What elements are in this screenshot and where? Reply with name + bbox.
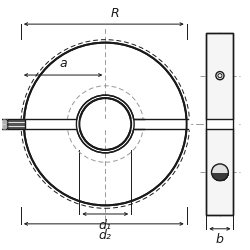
Text: b: b	[216, 233, 224, 246]
Text: d₁: d₁	[99, 219, 112, 232]
Text: a: a	[59, 57, 67, 70]
Bar	[0, 118, 7, 130]
Text: d₂: d₂	[99, 229, 112, 242]
Bar	[206, 33, 234, 215]
Bar	[7, 119, 25, 129]
Bar	[206, 33, 234, 215]
Circle shape	[212, 164, 228, 181]
Text: R: R	[111, 7, 120, 20]
